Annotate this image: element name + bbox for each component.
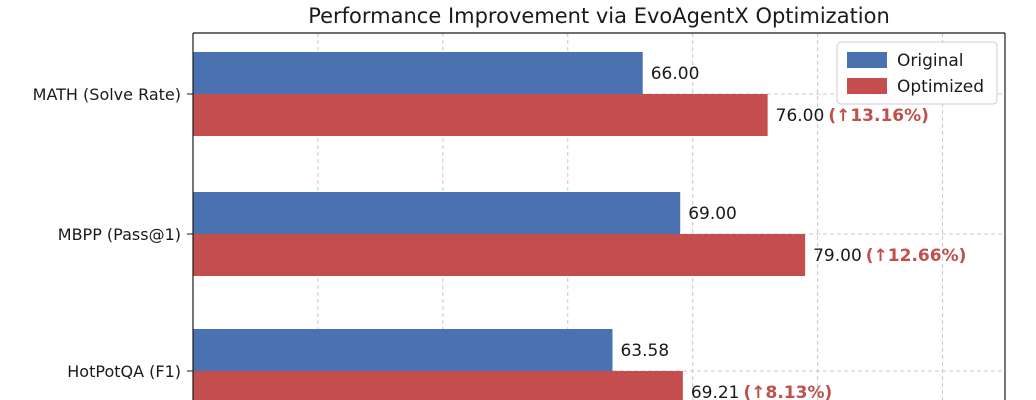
- value-label-optimized: 76.00 (↑13.16%): [776, 106, 929, 126]
- bar-optimized: [193, 371, 683, 400]
- bar-original: [193, 192, 681, 234]
- bar-original: [193, 52, 643, 94]
- legend-label: Original: [897, 51, 964, 71]
- value-label-original: 63.58: [620, 341, 669, 361]
- legend-label: Optimized: [897, 77, 984, 97]
- value-label-original: 69.00: [688, 204, 737, 224]
- bar-optimized: [193, 234, 806, 276]
- category-label: MATH (Solve Rate): [33, 85, 181, 104]
- category-label: HotPotQA (F1): [67, 362, 181, 381]
- legend: Original Optimized: [836, 41, 998, 105]
- legend-swatch: [847, 52, 887, 68]
- bar-labels: 66.00 76.00 (↑13.16%) 69.00 79.00 (↑12.66%) 63…: [620, 64, 966, 400]
- value-label-optimized: 79.00 (↑12.66%): [813, 246, 966, 266]
- axes: MATH (Solve Rate) MBPP (Pass@1) HotPotQA (…: [33, 32, 1006, 400]
- chart-title: Performance Improvement via EvoAgentX Op…: [308, 4, 890, 28]
- bar-original: [193, 329, 613, 371]
- bar-optimized: [193, 94, 768, 136]
- category-label: MBPP (Pass@1): [58, 225, 181, 244]
- value-label-original: 66.00: [651, 64, 700, 84]
- value-label-optimized: 69.21 (↑8.13%): [691, 383, 832, 400]
- legend-swatch: [847, 78, 887, 94]
- bars: [193, 52, 806, 400]
